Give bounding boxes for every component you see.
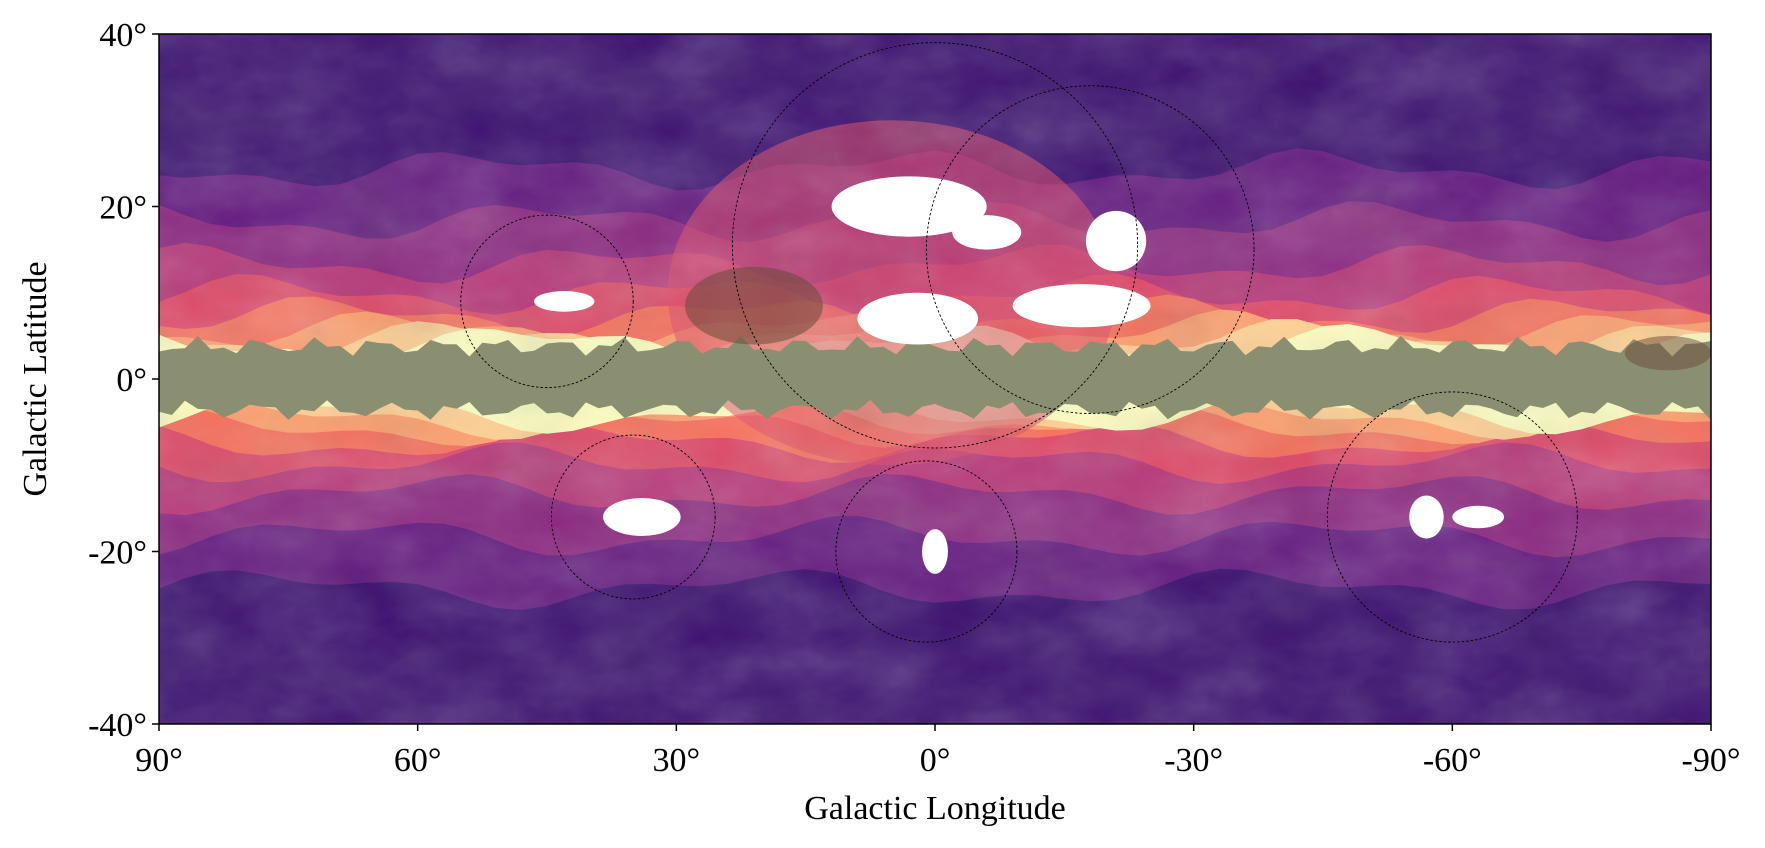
x-axis-label: Galactic Longitude <box>804 790 1066 827</box>
y-tick-label: 0° <box>116 362 147 399</box>
cloud-region <box>534 291 595 312</box>
x-tick-label: 60° <box>394 742 442 779</box>
y-tick-label: 20° <box>99 190 147 227</box>
region-circle <box>731 42 1139 449</box>
region-circle <box>835 460 1018 643</box>
cloud-region <box>952 215 1022 250</box>
y-axis: 40° 20° 0° -20° -40° <box>88 17 159 744</box>
x-tick-label: -30° <box>1164 742 1223 779</box>
cloud-region <box>831 176 987 237</box>
region-circle <box>550 434 716 600</box>
y-tick-label: -20° <box>88 535 147 572</box>
x-tick-label: 30° <box>653 742 701 779</box>
galactic-plane-mask <box>159 266 1711 421</box>
plot-area <box>159 34 1711 724</box>
cloud-region <box>922 529 948 574</box>
x-tick-label: 0° <box>920 742 951 779</box>
cloud-region <box>1409 495 1444 539</box>
cloud-region <box>603 498 681 536</box>
x-tick-label: -90° <box>1682 742 1741 779</box>
plane-mask-strip <box>159 335 1711 421</box>
mask-patch <box>1624 335 1711 371</box>
y-axis-label: Galactic Latitude <box>17 261 54 496</box>
x-tick-label: -60° <box>1423 742 1482 779</box>
region-circles <box>460 42 1578 643</box>
y-tick-label: 40° <box>99 17 147 54</box>
x-tick-label: 90° <box>135 742 183 779</box>
cloud-region <box>857 292 979 345</box>
x-axis: 90° 60° 30° 0° -30° -60° -90° <box>135 724 1740 779</box>
cloud-region <box>1085 210 1147 272</box>
y-tick-label: -40° <box>88 707 147 744</box>
region-circle <box>460 214 634 389</box>
cloud-region <box>1452 505 1505 529</box>
region-circle <box>925 85 1255 414</box>
region-circle <box>1326 391 1578 643</box>
cloud-region <box>1012 284 1151 328</box>
mask-patch <box>684 266 823 345</box>
